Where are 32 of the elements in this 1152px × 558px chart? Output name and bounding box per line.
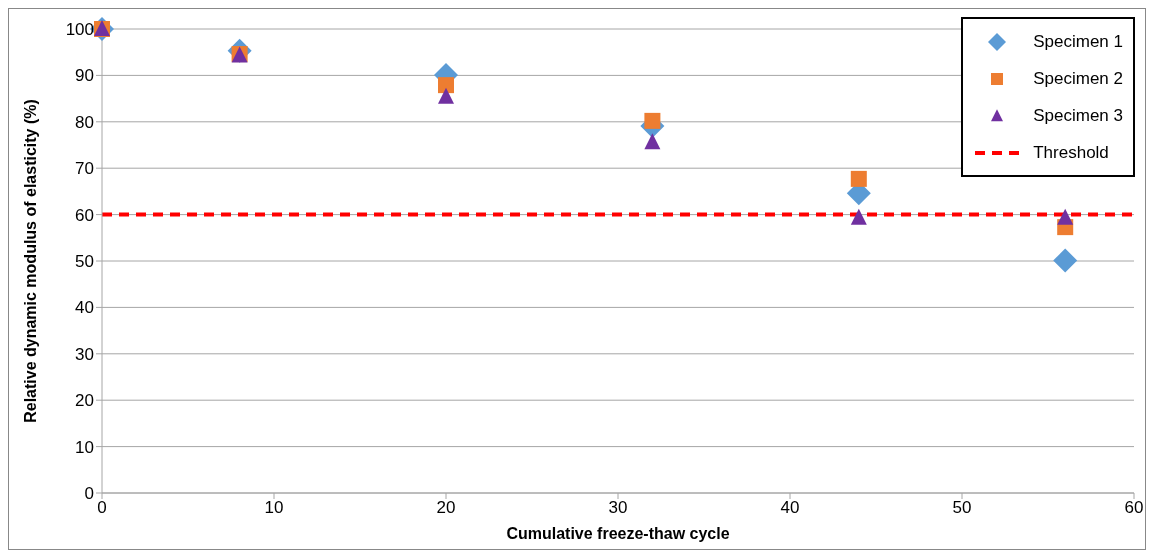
y-tick-label: 40 [75, 298, 94, 318]
point [438, 77, 454, 94]
point [644, 112, 661, 129]
x-axis-title: Cumulative freeze-thaw cycle [506, 525, 730, 542]
y-tick-label: 100 [65, 20, 94, 40]
y-tick-label: 30 [75, 344, 94, 364]
y-tick-label: 60 [75, 205, 94, 225]
y-tick-label: 70 [75, 159, 94, 179]
point [850, 170, 867, 187]
legend-label: Specimen 2 [1033, 68, 1123, 89]
point [1057, 208, 1074, 225]
y-tick-label: 90 [75, 66, 94, 86]
point [644, 133, 661, 150]
y-tick-label: 0 [84, 484, 94, 504]
legend-label: Specimen 3 [1033, 105, 1123, 126]
y-axis-title: Relative dynamic modulus of elasticity (%) [21, 99, 39, 423]
point [850, 208, 867, 225]
point [1053, 248, 1078, 273]
x-tick-label: 20 [436, 498, 456, 518]
point [438, 87, 454, 104]
x-tick-label: 30 [608, 498, 628, 518]
y-tick-label: 20 [75, 391, 94, 411]
x-tick-label: 0 [97, 498, 107, 518]
y-tick-label: 80 [75, 112, 94, 132]
x-tick-label: 50 [952, 498, 972, 518]
x-tick-label: 10 [264, 498, 284, 518]
legend-label: Specimen 1 [1033, 31, 1123, 52]
legend-label: Threshold [1033, 142, 1109, 163]
x-tick-label: 60 [1124, 498, 1144, 518]
x-tick-label: 40 [780, 498, 800, 518]
y-tick-label: 50 [75, 252, 94, 272]
y-tick-label: 10 [75, 437, 94, 457]
